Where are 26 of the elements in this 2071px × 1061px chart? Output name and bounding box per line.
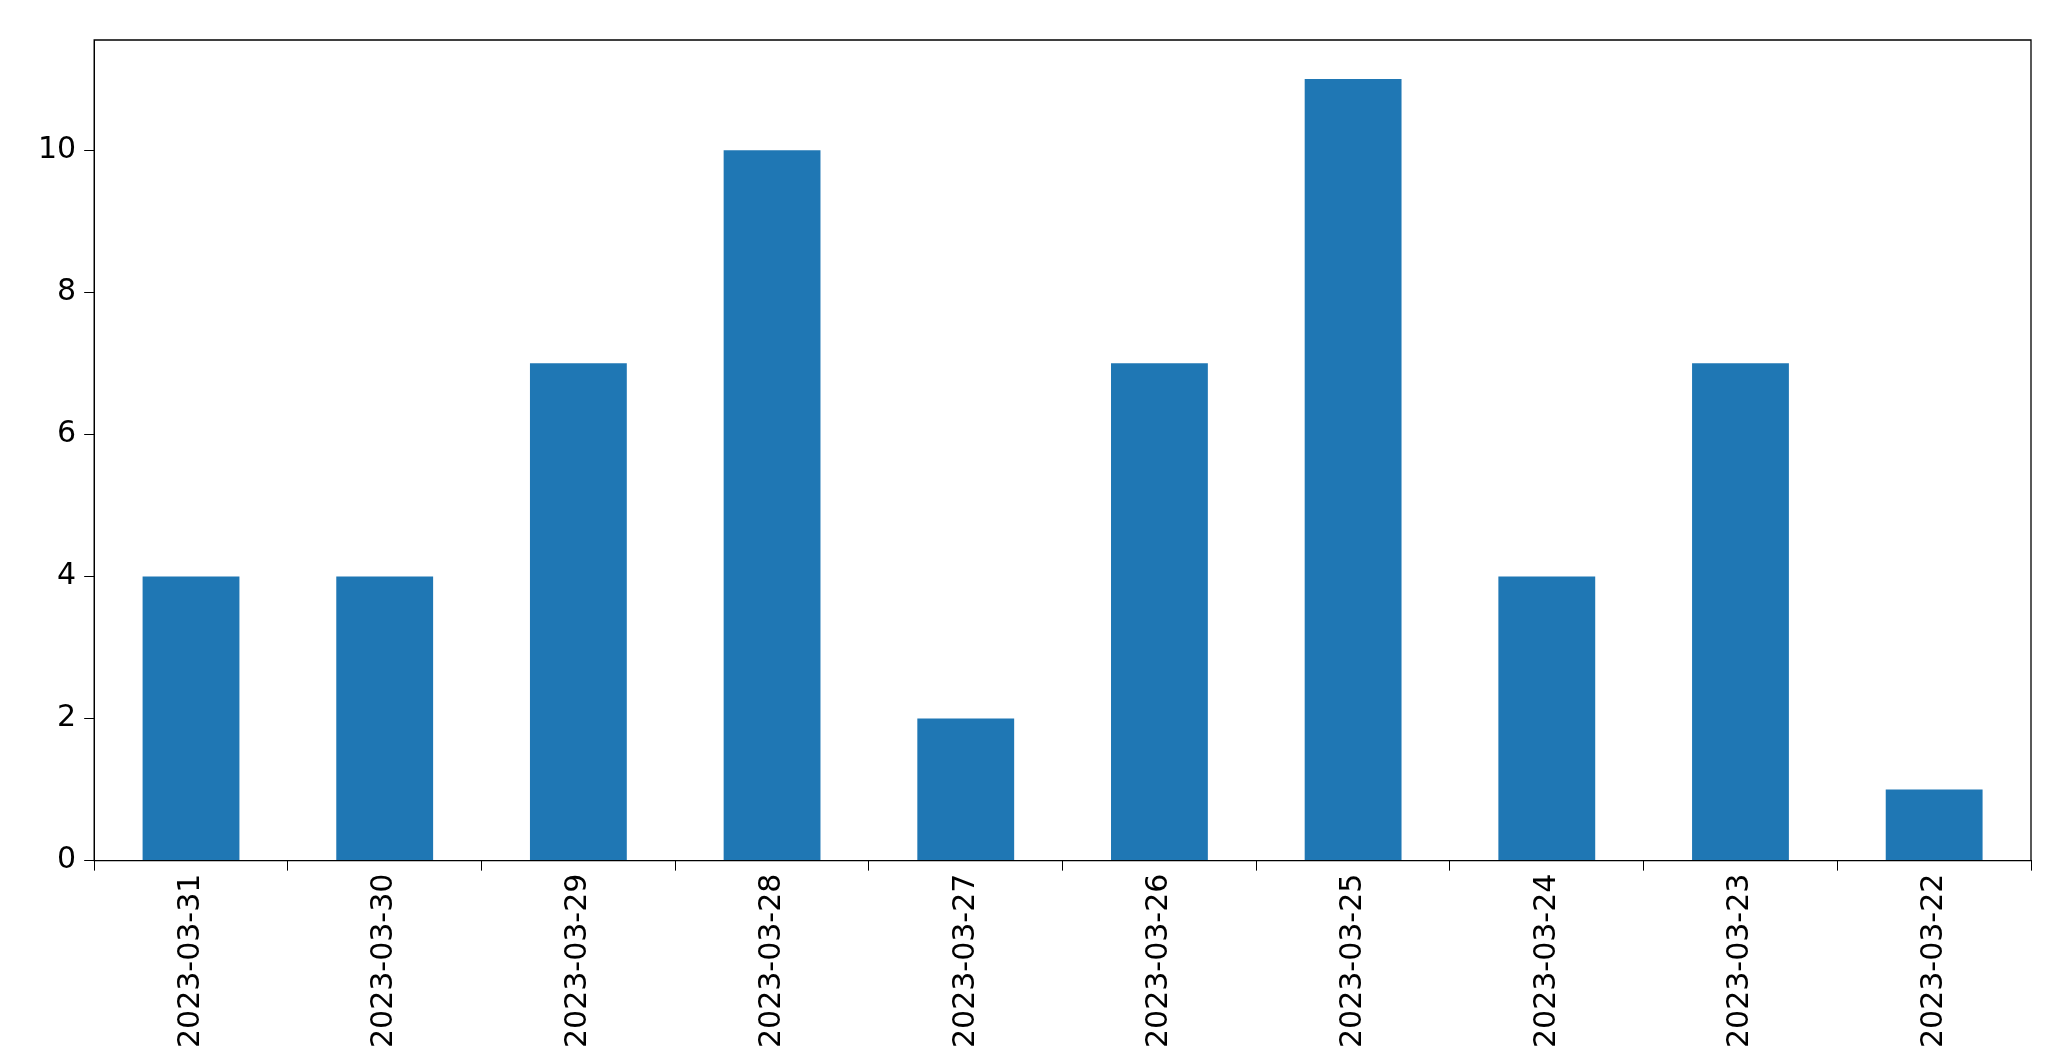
bar <box>1111 363 1208 861</box>
bar <box>917 718 1015 861</box>
bar <box>529 363 627 861</box>
x-tick-label: 2023-03-24 <box>1526 873 1562 1049</box>
bar <box>1692 363 1789 861</box>
y-tick-label: 2 <box>57 698 77 734</box>
y-tick-label: 4 <box>57 556 77 592</box>
y-tick-label: 0 <box>57 840 77 876</box>
x-tick-label: 2023-03-23 <box>1720 873 1756 1049</box>
x-tick-label: 2023-03-29 <box>558 873 594 1049</box>
bar <box>142 576 240 861</box>
x-tick-label: 2023-03-27 <box>945 873 981 1049</box>
x-tick-label: 2023-03-31 <box>170 873 206 1049</box>
bar <box>1498 576 1596 861</box>
x-tick-label: 2023-03-26 <box>1139 873 1175 1049</box>
bar <box>336 576 434 861</box>
y-tick-label: 8 <box>57 272 77 308</box>
bar <box>723 150 821 861</box>
x-tick-label: 2023-03-30 <box>364 873 400 1049</box>
bar <box>1885 789 1983 861</box>
y-tick-label: 6 <box>57 414 77 450</box>
x-tick-label: 2023-03-28 <box>751 873 787 1049</box>
x-tick-label: 2023-03-22 <box>1913 873 1949 1049</box>
bar <box>1304 79 1402 861</box>
x-tick-label: 2023-03-25 <box>1332 873 1368 1049</box>
y-tick-label: 10 <box>37 129 77 165</box>
